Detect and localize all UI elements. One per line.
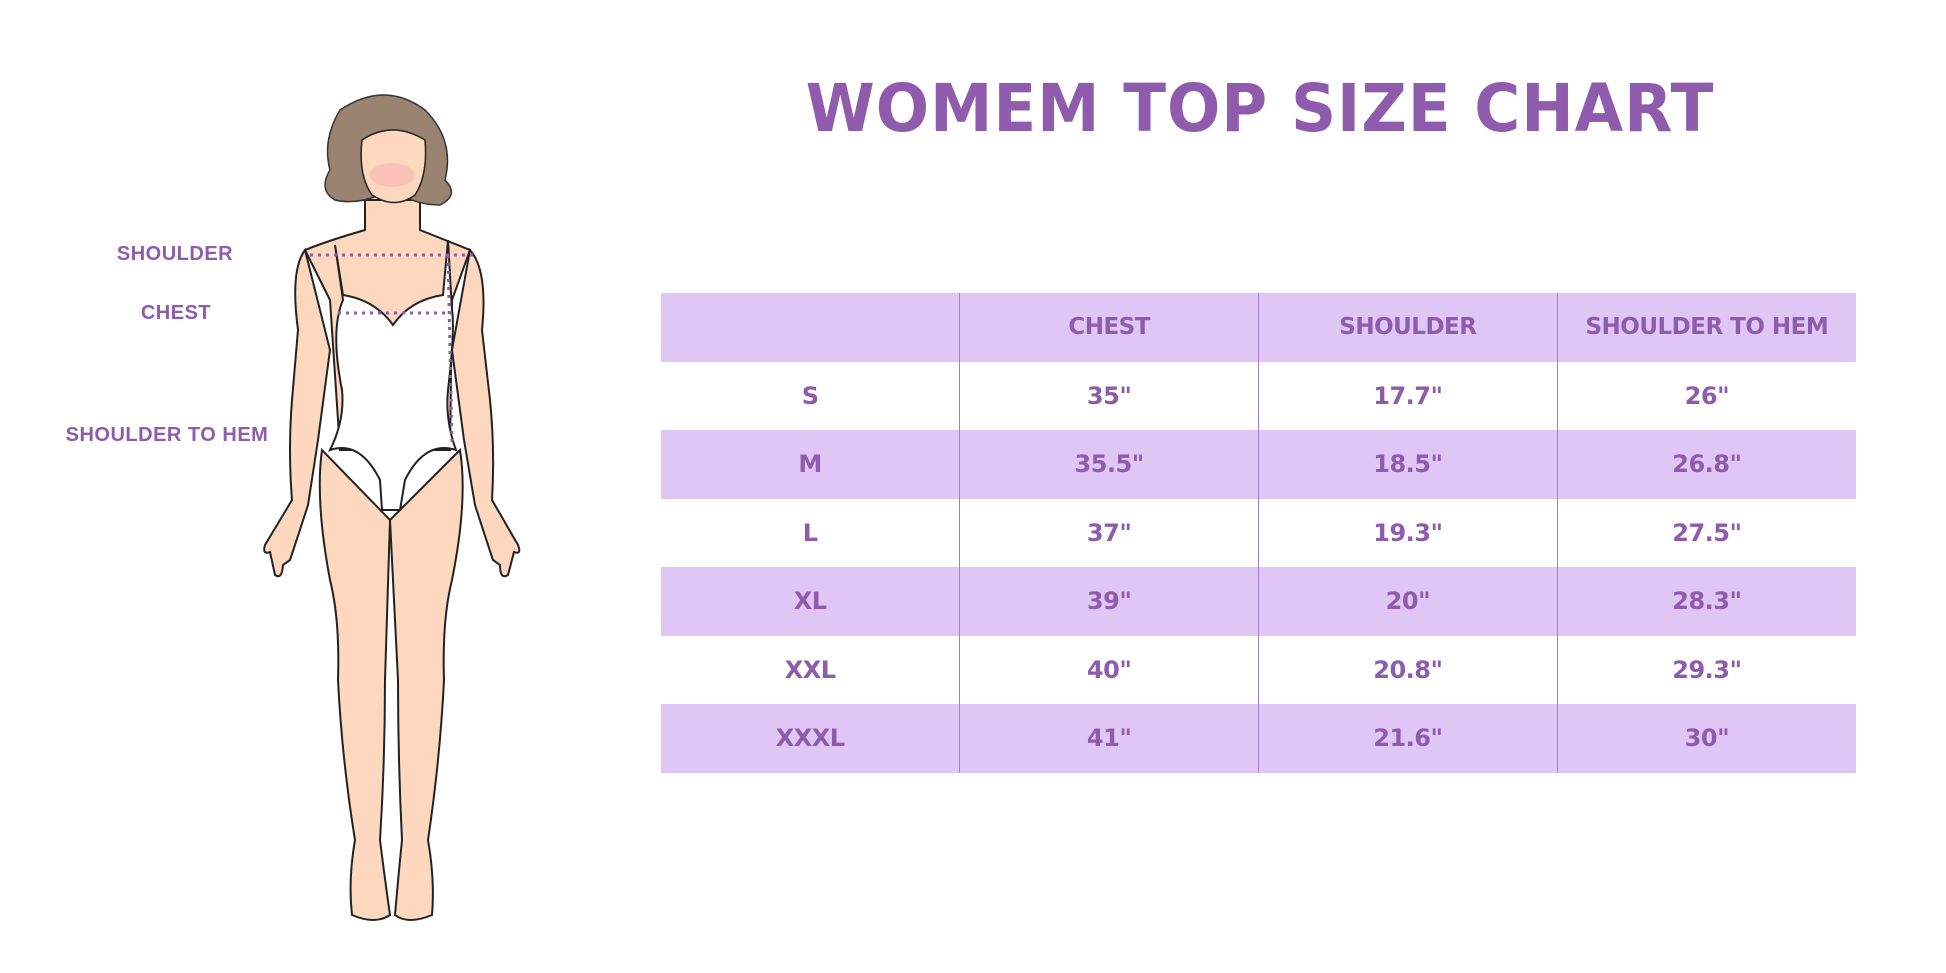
shoulder-label: SHOULDER (116, 243, 234, 265)
shoulder-cell: 20.8" (1258, 635, 1558, 704)
chest-cell: 40" (959, 635, 1259, 704)
header-chest: CHEST (959, 293, 1259, 362)
body-figure-illustration (263, 94, 521, 921)
chest-cell: 41" (959, 704, 1259, 773)
header-size (661, 293, 960, 362)
table-row: XXL 40" 20.8" 29.3" (661, 635, 1856, 704)
shoulder-to-hem-label: SHOULDER TO HEM (65, 424, 269, 446)
table-row: XXXL 41" 21.6" 30" (661, 704, 1856, 773)
size-cell: M (661, 430, 960, 499)
shoulder-cell: 17.7" (1258, 361, 1558, 430)
shoulder-cell: 18.5" (1258, 430, 1558, 499)
shoulder-cell: 21.6" (1258, 704, 1558, 773)
shoulder-to-hem-cell: 28.3" (1556, 567, 1856, 636)
size-cell: L (802, 518, 818, 547)
shoulder-cell: 19.3" (1258, 498, 1558, 567)
table-row: XL 39" 20" 28.3" (661, 567, 1856, 636)
chest-label: CHEST (140, 302, 212, 324)
chest-cell: 39" (959, 567, 1259, 636)
header-shoulder-to-hem: SHOULDER TO HEM (1556, 293, 1856, 362)
size-cell: XXXL (661, 704, 960, 773)
header-shoulder: SHOULDER (1258, 293, 1558, 362)
size-chart-table: CHEST SHOULDER SHOULDER TO HEM S 35" 17.… (661, 293, 1856, 773)
table-header-row: CHEST SHOULDER SHOULDER TO HEM (661, 293, 1856, 362)
size-cell: S (801, 381, 819, 410)
chest-cell: 35.5" (959, 430, 1259, 499)
table-row: S 35" 17.7" 26" (661, 361, 1856, 430)
shoulder-to-hem-cell: 29.3" (1556, 635, 1856, 704)
shoulder-to-hem-cell: 30" (1556, 704, 1856, 773)
chest-cell: 35" (959, 361, 1259, 430)
size-cell: XXL (784, 655, 836, 684)
shoulder-to-hem-cell: 26" (1556, 361, 1856, 430)
shoulder-cell: 20" (1258, 567, 1558, 636)
table-row: L 37" 19.3" 27.5" (661, 498, 1856, 567)
page-title: WOMEM TOP SIZE CHART (805, 70, 1715, 147)
shoulder-to-hem-cell: 27.5" (1556, 498, 1856, 567)
shoulder-to-hem-cell: 26.8" (1556, 430, 1856, 499)
size-cell: XL (661, 567, 960, 636)
table-row: M 35.5" 18.5" 26.8" (661, 430, 1856, 499)
chest-cell: 37" (959, 498, 1259, 567)
